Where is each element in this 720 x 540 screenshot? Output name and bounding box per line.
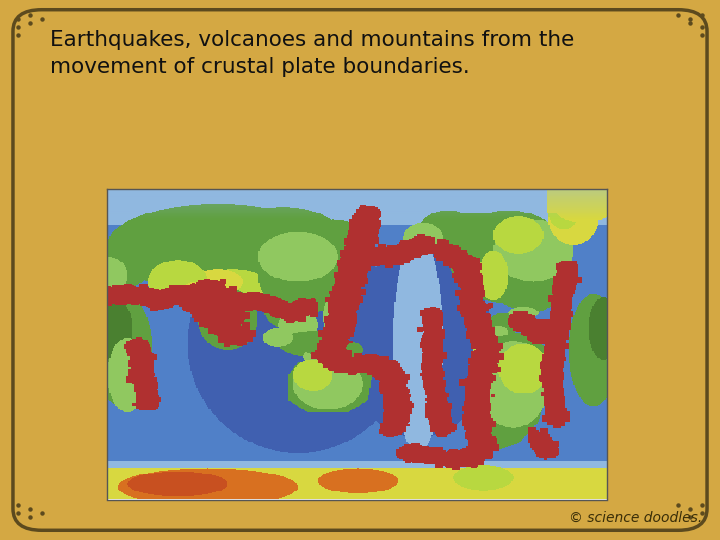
Text: © science doodles.: © science doodles.: [569, 511, 702, 525]
FancyBboxPatch shape: [13, 10, 707, 530]
Text: Earthquakes, volcanoes and mountains from the: Earthquakes, volcanoes and mountains fro…: [50, 30, 575, 50]
Text: movement of crustal plate boundaries.: movement of crustal plate boundaries.: [50, 57, 470, 77]
